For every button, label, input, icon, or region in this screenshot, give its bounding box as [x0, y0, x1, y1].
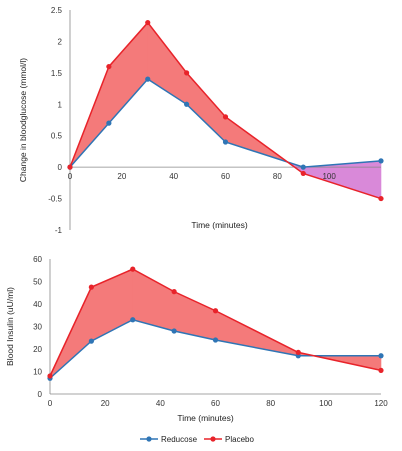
y-tick-label: 50	[33, 278, 42, 287]
data-point-placebo	[295, 349, 301, 355]
data-point-reducose	[130, 317, 136, 323]
data-point-reducose	[222, 139, 229, 145]
x-tick-label: 40	[156, 399, 165, 408]
data-point-reducose	[88, 338, 94, 344]
data-point-reducose	[378, 353, 384, 359]
x-tick-label: 80	[273, 172, 282, 181]
y-tick-label: 60	[33, 255, 42, 264]
legend-label-reducose: Reducose	[161, 435, 198, 444]
x-tick-label: 60	[211, 399, 220, 408]
y-tick-label: 2.5	[51, 6, 63, 15]
y-tick-label: 1.5	[51, 69, 63, 78]
x-tick-label: 40	[169, 172, 178, 181]
data-point-reducose	[171, 328, 177, 334]
y-tick-label: 30	[33, 323, 42, 332]
data-point-placebo	[145, 19, 151, 26]
data-point-reducose	[106, 120, 112, 126]
y-tick-label: 2	[58, 37, 63, 46]
x-tick-label: 0	[68, 172, 73, 181]
legend-marker-reducose	[146, 436, 152, 442]
y-tick-label: 0.5	[51, 132, 63, 141]
legend: Reducose Placebo	[140, 435, 254, 444]
y-axis-title: Blood Insulin (uU/ml)	[5, 287, 15, 366]
data-point-reducose	[212, 337, 219, 343]
data-point-reducose	[300, 164, 306, 170]
glucose-chart: -1 -0.5 0 0.5 1 1.5 2 2.5 0 20 40 60 80 100 Time (minu…	[18, 6, 384, 235]
x-axis-title: Time (minutes)	[177, 413, 234, 423]
x-tick-label: 100	[322, 172, 336, 181]
fill-region	[186, 72, 226, 143]
data-point-placebo	[171, 289, 177, 295]
data-point-placebo	[212, 308, 219, 314]
y-axis-title: Change in bloodglucose (mmol/l)	[18, 58, 28, 182]
y-tick-label: 20	[33, 345, 42, 354]
data-point-placebo	[130, 266, 136, 272]
x-tick-label: 80	[266, 399, 275, 408]
legend-marker-placebo	[210, 436, 216, 442]
data-point-reducose	[378, 158, 384, 164]
x-tick-label: 20	[117, 172, 126, 181]
data-point-placebo	[47, 373, 53, 379]
data-point-placebo	[378, 367, 384, 373]
data-point-placebo	[67, 164, 73, 170]
x-tick-label: 120	[374, 399, 388, 408]
y-tick-label: 10	[33, 368, 42, 377]
data-point-placebo	[106, 63, 112, 70]
y-tick-label: -1	[55, 226, 63, 235]
y-tick-label: 0	[38, 390, 43, 399]
x-tick-label: 100	[319, 399, 333, 408]
data-point-placebo	[222, 114, 229, 120]
fill-region	[108, 21, 149, 124]
data-point-reducose	[184, 101, 190, 107]
y-tick-label: 40	[33, 300, 42, 309]
x-tick-label: 0	[48, 399, 53, 408]
insulin-chart: 0 10 20 30 40 50 60 0 20 40 60 80 100 120 Time (minute…	[5, 255, 388, 423]
y-tick-label: -0.5	[48, 195, 62, 204]
y-tick-label: 0	[58, 163, 63, 172]
data-point-placebo	[184, 70, 190, 76]
x-tick-label: 20	[101, 399, 110, 408]
data-point-placebo	[378, 195, 384, 202]
legend-label-placebo: Placebo	[225, 435, 254, 444]
data-point-placebo	[300, 170, 306, 177]
data-point-reducose	[145, 76, 151, 82]
y-tick-label: 1	[58, 100, 63, 109]
x-axis-title: Time (minutes)	[191, 220, 248, 230]
x-tick-label: 60	[221, 172, 230, 181]
data-point-placebo	[88, 284, 94, 290]
